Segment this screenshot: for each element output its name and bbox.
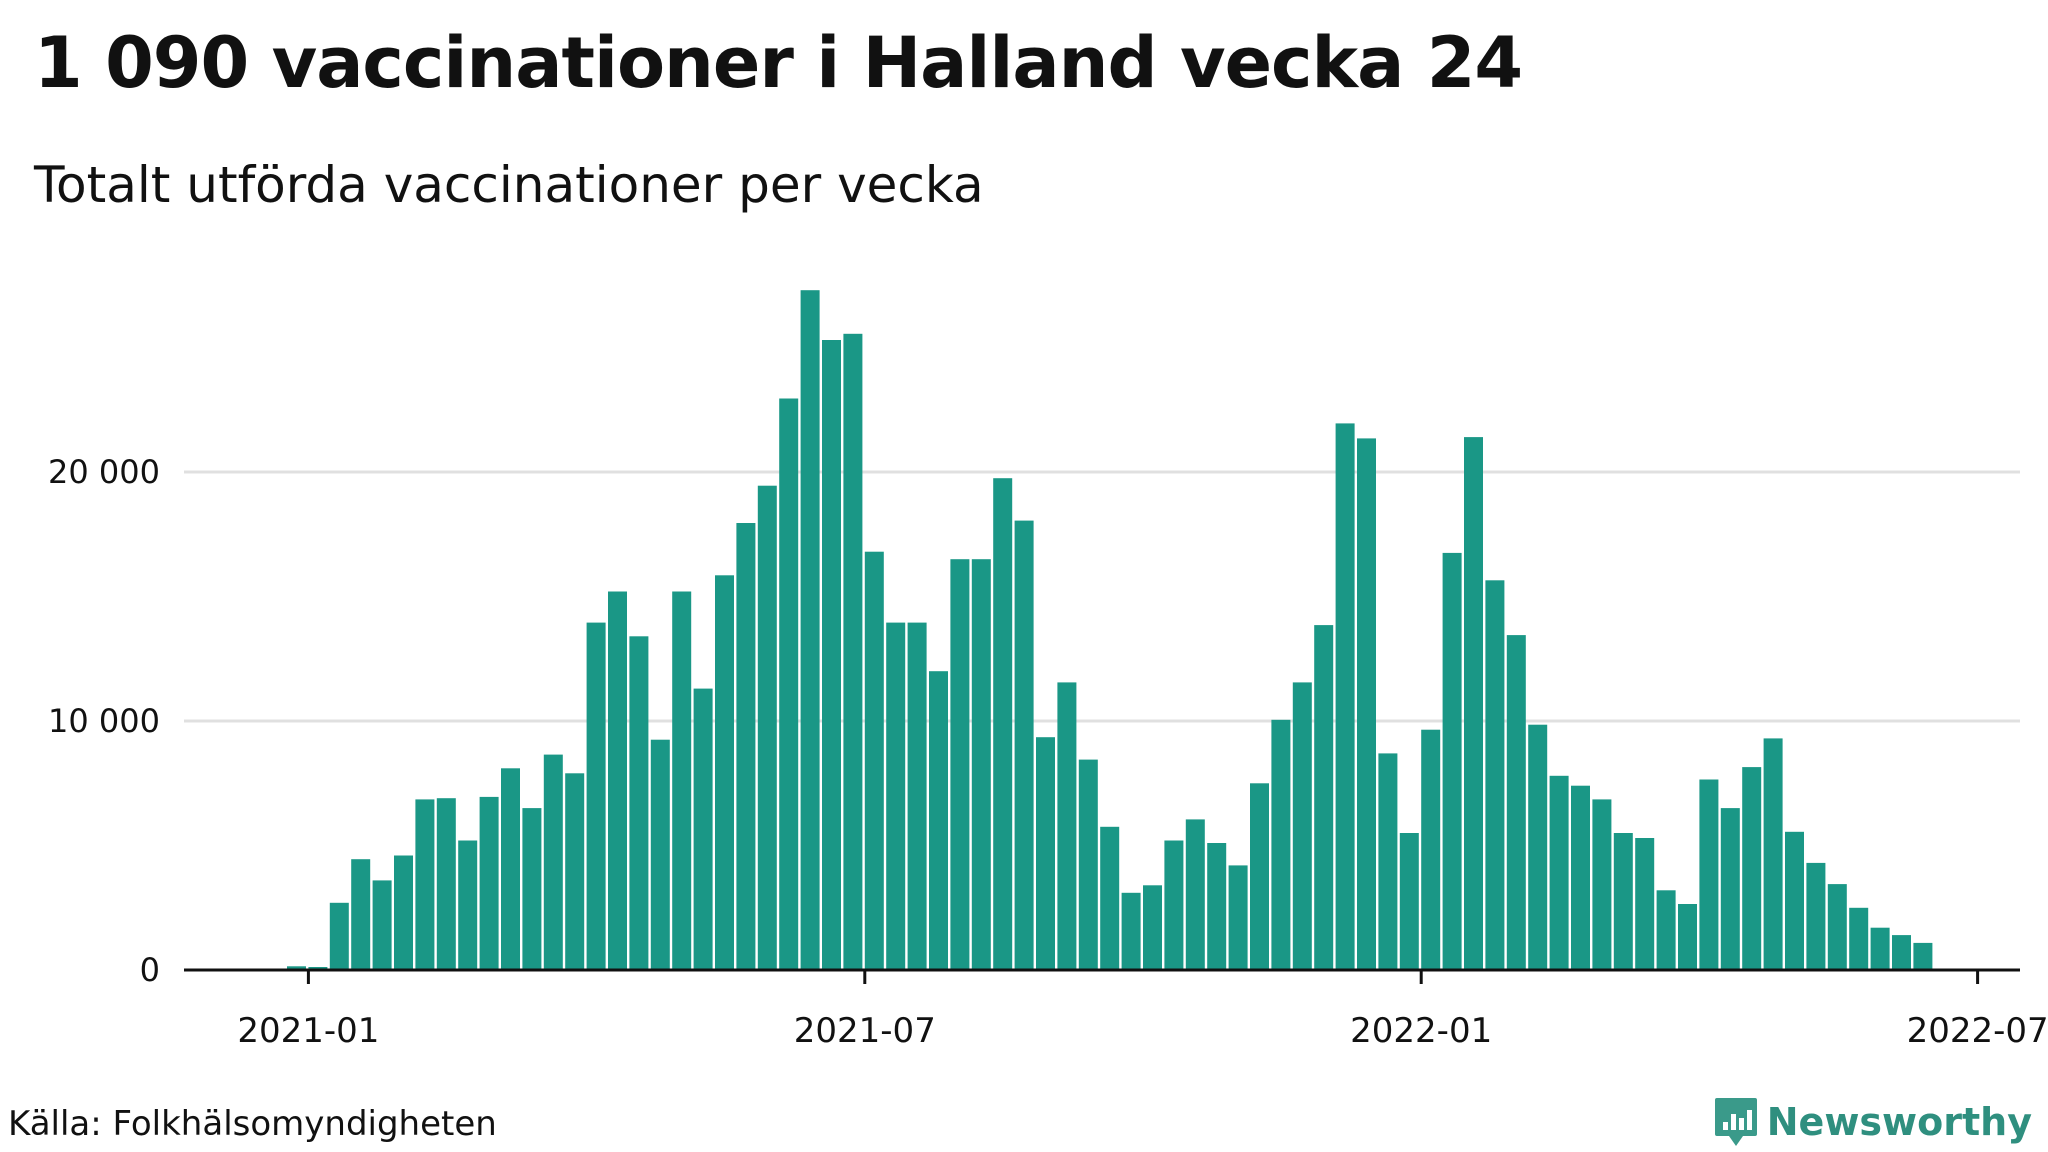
bar xyxy=(1592,799,1612,970)
bar xyxy=(629,636,649,970)
chart-subtitle: Totalt utförda vaccinationer per vecka xyxy=(34,156,984,214)
x-tick-label: 2022-07 xyxy=(1907,1011,2048,1051)
bar xyxy=(1720,808,1740,970)
bar xyxy=(351,859,371,970)
y-tick-label: 20 000 xyxy=(48,453,160,491)
bar xyxy=(779,398,799,970)
bar xyxy=(1506,635,1526,970)
bar xyxy=(1121,892,1141,970)
bar xyxy=(1399,833,1419,970)
bar xyxy=(1549,775,1569,970)
bar xyxy=(1849,907,1869,971)
bar xyxy=(1870,927,1890,970)
bar xyxy=(1078,759,1098,970)
bar xyxy=(1335,423,1355,970)
bar xyxy=(1014,520,1034,970)
bar xyxy=(993,478,1013,970)
bar xyxy=(1464,437,1483,971)
x-tick-label: 2021-07 xyxy=(794,1011,936,1051)
bar xyxy=(1164,840,1184,970)
chart-title: 1 090 vaccinationer i Halland vecka 24 xyxy=(34,22,1523,104)
bar xyxy=(1528,724,1548,970)
x-axis-ticks: 2021-01 2021-07 2022-01 2022-07 xyxy=(237,970,2048,1051)
bar xyxy=(886,622,906,970)
bar xyxy=(1699,779,1719,970)
brand-logo: Newsworthy xyxy=(1713,1096,2032,1148)
bar xyxy=(1892,935,1911,970)
bar xyxy=(287,966,306,970)
bars xyxy=(287,290,1933,971)
bar xyxy=(1613,833,1633,970)
bar xyxy=(971,559,991,970)
y-tick-label: 10 000 xyxy=(48,702,160,740)
y-axis-ticks: 0 10 000 20 000 xyxy=(48,453,160,989)
bar xyxy=(1357,438,1376,970)
bar xyxy=(543,754,563,970)
newsworthy-logo-icon xyxy=(1714,1098,1757,1146)
bar xyxy=(1635,838,1655,970)
bar xyxy=(1271,719,1291,970)
bar xyxy=(1763,738,1783,970)
bar xyxy=(1442,552,1462,970)
bar xyxy=(608,591,627,970)
bar xyxy=(1806,862,1826,970)
bar xyxy=(672,591,692,970)
gridlines xyxy=(184,470,2020,723)
bar xyxy=(1678,904,1697,970)
bar xyxy=(501,768,520,970)
bar xyxy=(757,485,777,970)
bar xyxy=(329,902,349,970)
bar xyxy=(1100,826,1120,970)
bar xyxy=(650,739,670,970)
bar xyxy=(950,559,970,970)
bar xyxy=(1143,885,1162,970)
bar xyxy=(436,798,456,970)
brand-name: Newsworthy xyxy=(1766,1100,2032,1144)
bar xyxy=(458,840,478,970)
bar xyxy=(372,880,392,970)
bar xyxy=(1485,580,1505,970)
x-tick-label: 2021-01 xyxy=(237,1011,379,1051)
bar xyxy=(1036,737,1055,970)
bar xyxy=(1314,625,1334,970)
bar xyxy=(1207,843,1227,970)
bar xyxy=(864,551,884,970)
bar xyxy=(479,796,499,970)
y-tick-label: 0 xyxy=(140,951,160,989)
bar xyxy=(1656,890,1676,970)
bar xyxy=(736,523,756,970)
bar xyxy=(586,622,606,970)
bar xyxy=(843,333,863,970)
bar xyxy=(565,773,585,970)
x-tick-label: 2022-01 xyxy=(1350,1011,1492,1051)
bar xyxy=(1057,682,1077,970)
bar xyxy=(1292,682,1312,970)
bar xyxy=(1185,819,1205,970)
bar-chart: 0 10 000 20 000 2021-01 2021-07 2022-01 2022-… xyxy=(48,290,2048,1051)
bar xyxy=(1827,884,1847,970)
bar xyxy=(822,340,841,970)
bar xyxy=(907,622,927,970)
bar xyxy=(1228,865,1248,970)
bar xyxy=(415,799,435,970)
source-note: Källa: Folkhälsomyndigheten xyxy=(8,1104,497,1144)
bar xyxy=(800,290,820,970)
bar xyxy=(1571,785,1590,970)
bar xyxy=(1250,783,1269,971)
bar xyxy=(394,855,413,970)
bar xyxy=(1742,767,1762,970)
bar xyxy=(522,808,542,970)
bar xyxy=(929,671,948,970)
bar xyxy=(693,688,713,970)
bar xyxy=(715,575,734,970)
bar xyxy=(1378,753,1398,970)
bar xyxy=(1913,942,1933,970)
bar xyxy=(1421,729,1441,970)
bar xyxy=(1785,831,1804,970)
